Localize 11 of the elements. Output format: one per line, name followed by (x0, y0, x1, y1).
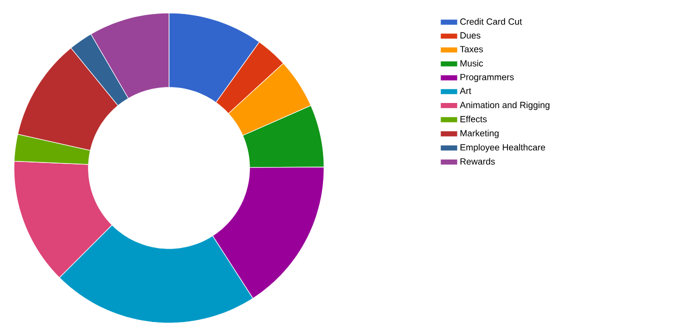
legend-label: Art (460, 88, 472, 94)
legend-label: Credit Card Cut (460, 18, 522, 25)
legend-label: Effects (460, 116, 487, 122)
legend-label: Employee Healthcare (460, 144, 546, 152)
legend-label: Rewards (460, 158, 495, 165)
legend-label: Taxes (460, 46, 483, 52)
legend-label: Dues (460, 32, 480, 39)
legend-label: Programmers (460, 74, 514, 82)
legend-label: Music (460, 60, 483, 66)
legend-label: Animation and Rigging (460, 102, 550, 110)
legend-label: Marketing (460, 130, 499, 138)
